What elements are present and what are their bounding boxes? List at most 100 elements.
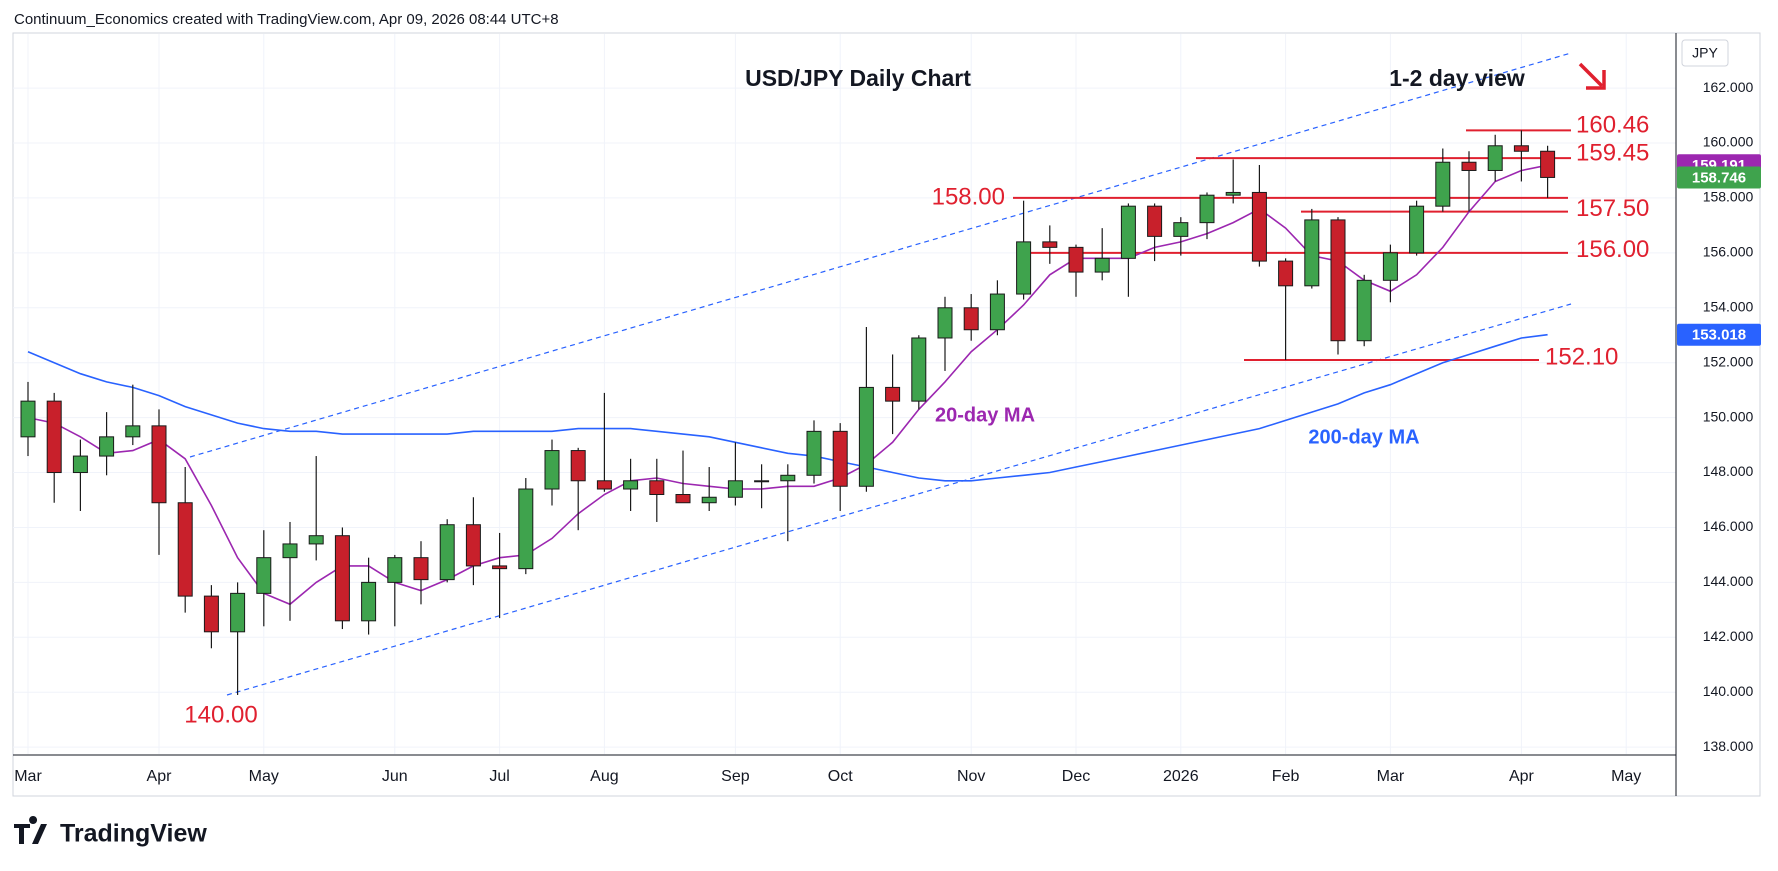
level-label: 158.00 (932, 183, 1005, 210)
candle-body (46, 400, 62, 474)
candle-body (570, 450, 586, 482)
candle-body (1487, 145, 1503, 171)
x-tick-label: Nov (957, 768, 985, 785)
ma-label: 20-day MA (935, 404, 1035, 426)
ma-line (27, 333, 1548, 482)
candle-body (1461, 161, 1477, 171)
candle-body (1278, 260, 1294, 287)
candle-body (334, 535, 350, 622)
candle-body (754, 480, 770, 483)
y-tick-label: 156.000 (1703, 244, 1754, 260)
candle-body (177, 502, 193, 597)
y-tick-label: 148.000 (1703, 463, 1754, 479)
candle-body (1225, 191, 1241, 196)
y-tick-label: 146.000 (1703, 518, 1754, 534)
level-label: 140.00 (184, 702, 257, 729)
candle-body (1251, 191, 1267, 262)
level-label: 159.45 (1576, 139, 1649, 166)
candle-body (832, 430, 848, 487)
candle-body (727, 480, 743, 498)
axis-label-box (1681, 39, 1729, 67)
candle-body (1540, 150, 1556, 178)
candle-body (1330, 219, 1346, 342)
header: Continuum_Economics created with Trading… (14, 11, 559, 28)
candle-body (623, 480, 639, 490)
candle-body (806, 430, 822, 476)
price-badge (1677, 323, 1761, 346)
candle-body (230, 592, 246, 633)
ma-label: 200-day MA (1308, 426, 1419, 448)
candle-body (1068, 246, 1084, 273)
footer: TradingView (60, 820, 207, 848)
candle-body (1304, 219, 1320, 287)
candle-body (282, 543, 298, 559)
arrow-shaft (1578, 62, 1604, 88)
level-label: 160.46 (1576, 112, 1649, 139)
candle-body (911, 337, 927, 402)
price-badge (1677, 166, 1761, 189)
x-tick-label: Feb (1272, 768, 1300, 785)
candle-body (439, 524, 455, 581)
candle-body (1120, 205, 1136, 259)
x-tick-label: Mar (1377, 768, 1405, 785)
x-tick-label: Aug (590, 768, 618, 785)
candle-body (1147, 205, 1163, 237)
y-tick-label: 140.000 (1703, 683, 1754, 699)
y-tick-label: 154.000 (1703, 298, 1754, 314)
axis-label: JPY (1692, 45, 1718, 61)
candle-body (151, 425, 167, 504)
y-tick-label: 142.000 (1703, 628, 1754, 644)
y-tick-label: 138.000 (1703, 738, 1754, 754)
candle-body (885, 386, 901, 402)
chart-title: USD/JPY Daily Chart (745, 65, 971, 91)
x-tick-label: May (1611, 768, 1641, 785)
candle-body (780, 474, 796, 482)
candle-body (701, 496, 717, 504)
candle-body (361, 581, 377, 622)
x-tick-label: Jun (382, 768, 408, 785)
y-tick-label: 158.000 (1703, 189, 1754, 205)
level-label: 156.00 (1576, 236, 1649, 263)
level-label: 152.10 (1545, 343, 1618, 370)
candle-body (649, 480, 665, 496)
level-label: 157.50 (1576, 195, 1649, 222)
logo-mark (14, 816, 47, 844)
x-tick-label: 2026 (1163, 768, 1199, 785)
candle-body (1435, 161, 1451, 207)
candle-body (1173, 222, 1189, 237)
y-tick-label: 150.000 (1703, 408, 1754, 424)
candle-body (1513, 145, 1529, 152)
candle-body (1382, 252, 1398, 281)
candle-body (518, 488, 534, 570)
y-tick-label: 144.000 (1703, 573, 1754, 589)
candle-body (675, 494, 691, 504)
x-tick-label: Oct (828, 768, 853, 785)
candle-body (203, 595, 219, 633)
annotation: 1-2 day view (1389, 65, 1525, 91)
candle-body (387, 557, 403, 583)
candle-body (492, 565, 508, 570)
y-tick-label: 160.000 (1703, 134, 1754, 150)
candle-body (465, 524, 481, 567)
logo (14, 816, 47, 844)
x-tick-label: May (249, 768, 279, 785)
candle-body (937, 307, 953, 339)
y-tick-label: 162.000 (1703, 79, 1754, 95)
x-tick-label: Dec (1062, 768, 1090, 785)
x-tick-label: Apr (147, 768, 173, 785)
candle-body (125, 425, 141, 438)
candle-body (858, 386, 874, 487)
candle-body (256, 557, 272, 594)
candle-body (20, 400, 36, 438)
frame (12, 32, 1761, 797)
price-badge-label: 153.018 (1692, 327, 1746, 344)
candle-body (1409, 205, 1425, 254)
candle-body (1042, 241, 1058, 248)
plot (20, 129, 1571, 695)
arrow (1578, 62, 1606, 90)
candle-body (963, 307, 979, 331)
candle-body (989, 293, 1005, 331)
